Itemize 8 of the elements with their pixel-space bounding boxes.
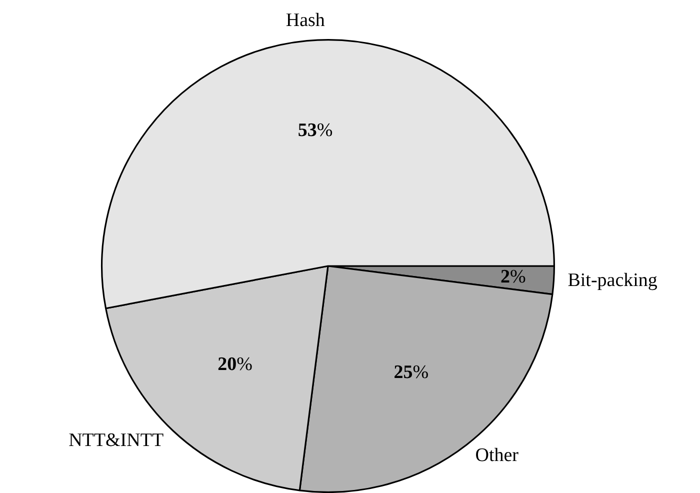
slice-label: Other xyxy=(475,444,520,466)
data-label: 53% xyxy=(298,120,333,141)
slice-label: NTT&INTT xyxy=(68,430,164,452)
slice-label: Bit-packing xyxy=(568,270,658,292)
data-label: 25% xyxy=(394,362,429,384)
data-label: 20% xyxy=(218,354,253,375)
data-label: 2% xyxy=(500,266,526,288)
slice-label: Hash xyxy=(286,10,326,31)
